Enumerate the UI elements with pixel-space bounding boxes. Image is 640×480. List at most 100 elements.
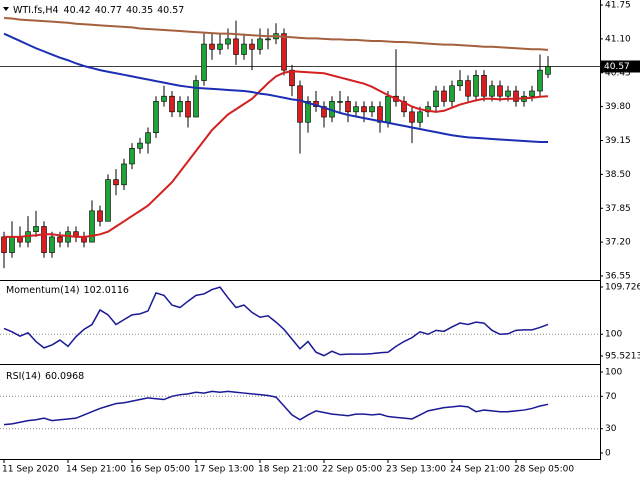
y-tick-label: 39.80 — [605, 102, 631, 112]
indicator-line — [3, 286, 549, 357]
high-value: 40.77 — [95, 5, 122, 16]
x-tick-label: 23 Sep 13:00 — [386, 465, 446, 475]
candle-body — [121, 163, 127, 186]
candle-body — [369, 106, 375, 113]
candle-body — [441, 90, 447, 102]
candle-body — [497, 85, 503, 97]
candle-body — [457, 80, 463, 87]
candle-body — [169, 95, 175, 113]
x-tick-label: 22 Sep 05:00 — [322, 465, 382, 475]
y-tick-label: 39.15 — [605, 136, 631, 146]
indicator-line — [3, 390, 549, 426]
open-value: 40.42 — [64, 5, 91, 16]
y-tick-label: 36.55 — [605, 272, 631, 282]
candle-body — [449, 85, 455, 102]
y-tick-label: 30 — [605, 424, 617, 434]
y-tick-label: 70 — [605, 392, 617, 402]
candle-body — [353, 106, 359, 113]
y-tick-label: 109.7269 — [605, 283, 640, 293]
x-tick-label: 28 Sep 05:00 — [514, 465, 574, 475]
candle-body — [129, 148, 135, 165]
x-tick-label: 14 Sep 21:00 — [66, 465, 126, 475]
candle-body — [465, 80, 471, 97]
last-price-label: 40.57 — [604, 62, 630, 72]
candle-body — [161, 95, 167, 102]
y-tick-label: 38.50 — [605, 170, 631, 180]
candle-body — [97, 210, 103, 222]
candle-body — [201, 43, 207, 81]
candle-body — [537, 69, 543, 92]
candle-body — [337, 101, 343, 103]
candle-body — [137, 142, 143, 149]
candle-body — [481, 75, 487, 97]
candle-body — [153, 101, 159, 133]
x-tick-label: 17 Sep 13:00 — [194, 465, 254, 475]
candle-body — [505, 90, 511, 97]
candle-body — [57, 236, 63, 243]
candle-body — [41, 226, 47, 253]
candle-body — [377, 106, 383, 123]
y-tick-label: 0 — [605, 449, 611, 459]
x-tick-label: 11 Sep 2020 — [2, 465, 59, 475]
close-value: 40.57 — [157, 5, 184, 16]
candle-body — [529, 90, 535, 97]
candle-body — [33, 226, 39, 233]
low-value: 40.35 — [126, 5, 153, 16]
candle-body — [513, 90, 519, 102]
candle-body — [1, 236, 7, 253]
candle-body — [265, 38, 271, 41]
candle-body — [177, 101, 183, 113]
x-tick-label: 18 Sep 21:00 — [258, 465, 318, 475]
last-price-tag — [601, 60, 640, 73]
indicator-line — [3, 32, 548, 144]
candle-body — [113, 179, 119, 186]
menu-arrow — [3, 7, 9, 11]
y-tick-label: 40.45 — [605, 68, 631, 78]
candle-body — [193, 80, 199, 118]
candle-body — [257, 38, 263, 50]
momentum-title: Momentum(14) — [6, 285, 80, 296]
candle-body — [185, 101, 191, 118]
candle-body — [209, 43, 215, 50]
candle-body — [545, 66, 551, 75]
y-tick-label: 37.85 — [605, 204, 631, 214]
candle-body — [233, 38, 239, 55]
y-tick-label: 100 — [605, 368, 622, 378]
indicator-line — [4, 70, 549, 238]
x-tick-label: 16 Sep 05:00 — [130, 465, 190, 475]
rsi-title: RSI(14) — [6, 371, 41, 382]
candle-body — [145, 132, 151, 144]
candle-body — [225, 38, 231, 45]
candle-body — [385, 95, 391, 123]
candle-body — [361, 106, 367, 113]
y-tick-label: 41.75 — [605, 1, 631, 11]
y-tick-label: 37.20 — [605, 238, 631, 248]
x-tick-label: 24 Sep 21:00 — [450, 465, 510, 475]
chart-header: WTI.fs,H4 40.42 40.77 40.35 40.57 — [13, 5, 184, 16]
y-tick-label: 95.5213 — [605, 352, 640, 362]
candle-body — [281, 33, 287, 71]
symbol-title: WTI.fs,H4 — [13, 5, 59, 16]
indicator-line — [3, 17, 549, 51]
candle-body — [433, 90, 439, 107]
candle-body — [345, 101, 351, 113]
candle-body — [249, 43, 255, 50]
candle-body — [89, 210, 95, 243]
candle-body — [9, 236, 15, 253]
candle-body — [409, 111, 415, 123]
candle-body — [305, 101, 311, 123]
candle-body — [241, 43, 247, 55]
momentum-header: Momentum(14) 102.0116 — [6, 285, 129, 296]
y-tick-label: 100 — [605, 330, 622, 340]
candle-body — [49, 236, 55, 253]
candle-body — [289, 69, 295, 87]
y-tick-label: 41.10 — [605, 34, 631, 44]
candle-body — [105, 179, 111, 222]
rsi-header: RSI(14) 60.0968 — [6, 371, 84, 382]
candle-body — [425, 106, 431, 113]
candle-body — [417, 111, 423, 123]
candle-body — [473, 75, 479, 97]
momentum-last: 102.0116 — [84, 285, 129, 296]
